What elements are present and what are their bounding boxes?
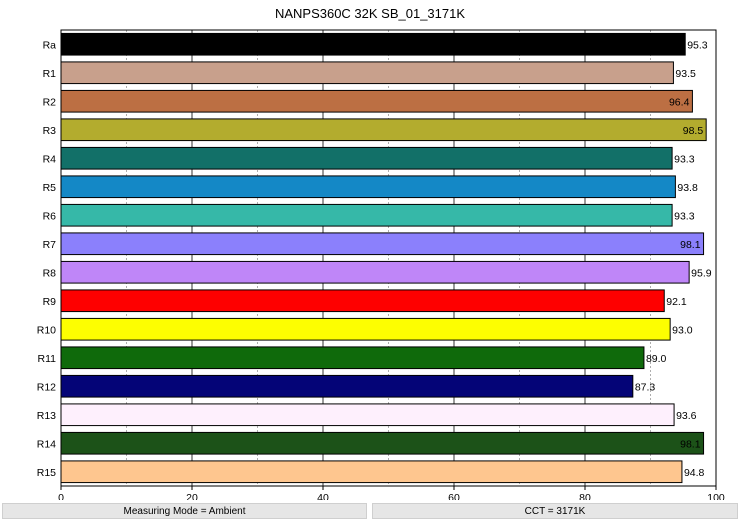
value-label: 98.1 xyxy=(680,438,701,450)
bar-r11 xyxy=(60,346,645,370)
category-label: R15 xyxy=(37,467,56,479)
bar-r3 xyxy=(60,118,707,142)
bar-r15 xyxy=(60,460,683,484)
category-label: R3 xyxy=(43,125,57,137)
bar-r14 xyxy=(60,431,705,455)
bar-r6 xyxy=(60,203,673,227)
category-label: R4 xyxy=(43,153,57,165)
value-label: 95.3 xyxy=(687,39,708,51)
value-label: 93.3 xyxy=(674,210,695,222)
value-label: 94.8 xyxy=(684,467,705,479)
category-label: R9 xyxy=(43,296,57,308)
bar-r2 xyxy=(60,89,693,113)
bar-r4 xyxy=(60,146,673,170)
category-label: R13 xyxy=(37,410,56,422)
category-label: R10 xyxy=(37,324,56,336)
bar-r1 xyxy=(60,61,674,85)
bar-r5 xyxy=(60,175,676,199)
value-label: 93.0 xyxy=(672,324,693,336)
x-tick-label: 40 xyxy=(317,492,329,500)
x-tick-label: 0 xyxy=(58,492,64,500)
cct-status: CCT = 3171K xyxy=(372,503,738,519)
x-tick-label: 20 xyxy=(186,492,198,500)
value-label: 96.4 xyxy=(669,96,690,108)
category-label: R11 xyxy=(38,353,57,365)
category-label: R7 xyxy=(43,239,57,251)
value-label: 98.5 xyxy=(683,125,704,137)
bar-r7 xyxy=(60,232,705,256)
bar-r10 xyxy=(60,317,671,341)
x-tick-label: 80 xyxy=(579,492,591,500)
value-label: 93.5 xyxy=(675,68,696,80)
value-label: 87.3 xyxy=(635,381,656,393)
category-label: Ra xyxy=(43,39,57,51)
category-label: R12 xyxy=(37,381,56,393)
measuring-mode-status: Measuring Mode = Ambient xyxy=(2,503,367,519)
value-label: 93.6 xyxy=(676,410,697,422)
bar-r12 xyxy=(60,374,634,398)
category-label: R5 xyxy=(43,182,57,194)
bar-ra xyxy=(60,32,686,56)
category-label: R8 xyxy=(43,267,57,279)
bar-r8 xyxy=(60,260,690,284)
value-label: 89.0 xyxy=(646,353,667,365)
category-label: R1 xyxy=(43,68,57,80)
bar-chart: Ra 95.3 R1 93.5 R2 96.4 R3 98.5 R4 93.3 R5 93.8 R6 93… xyxy=(37,29,725,500)
bar-r13 xyxy=(60,403,675,427)
chart-title: NANPS360C 32K SB_01_3171K xyxy=(274,6,466,21)
value-label: 93.3 xyxy=(674,153,695,165)
category-label: R14 xyxy=(37,438,56,450)
bar-r9 xyxy=(60,289,665,313)
plot-frame xyxy=(60,29,717,487)
value-label: 93.8 xyxy=(677,182,698,194)
category-label: R6 xyxy=(43,210,57,222)
category-label: R2 xyxy=(43,96,57,108)
value-label: 98.1 xyxy=(680,239,701,251)
x-tick-label: 100 xyxy=(707,492,725,500)
value-label: 92.1 xyxy=(666,296,687,308)
x-tick-label: 60 xyxy=(448,492,460,500)
value-label: 95.9 xyxy=(691,267,712,279)
